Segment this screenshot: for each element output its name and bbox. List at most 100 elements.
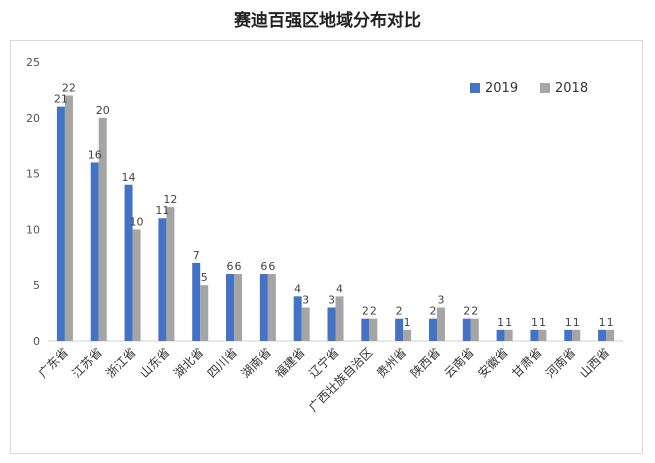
data-label-2018: 3: [302, 294, 309, 307]
x-tick-label: 甘肃省: [509, 345, 544, 380]
bar-2019: [56, 106, 65, 341]
y-tick-label: 0: [33, 335, 40, 348]
bar-2018: [200, 285, 209, 341]
data-label-2019: 21: [54, 93, 68, 106]
x-tick-label: 福建省: [272, 345, 308, 381]
bar-2019: [259, 274, 268, 341]
bar-2019: [598, 329, 607, 341]
data-label-2019: 2: [362, 305, 369, 318]
x-tick-label: 陕西省: [407, 345, 443, 381]
bar-2019: [158, 218, 167, 341]
data-label-2019: 2: [429, 305, 436, 318]
data-label-2018: 1: [505, 316, 512, 329]
data-label-2018: 20: [96, 104, 110, 117]
legend-label-2019: 2019: [485, 81, 518, 96]
legend-swatch-2018: [540, 83, 550, 93]
data-label-2018: 6: [235, 260, 242, 273]
y-tick-label: 5: [33, 279, 40, 292]
bar-2018: [166, 207, 175, 341]
bar-2019: [361, 318, 370, 341]
bar-2019: [395, 318, 404, 341]
data-label-2019: 14: [122, 171, 136, 184]
x-tick-label: 浙江省: [103, 345, 138, 380]
bar-2018: [470, 318, 479, 341]
chart-title: 赛迪百强区地域分布对比: [234, 11, 421, 31]
x-tick-label: 贵州省: [374, 345, 409, 380]
y-tick-label: 15: [26, 168, 40, 181]
data-label-2019: 1: [497, 316, 504, 329]
data-label-2019: 7: [193, 249, 200, 262]
bar-2019: [428, 318, 437, 341]
data-label-2019: 4: [294, 282, 301, 295]
data-label-2019: 16: [88, 148, 102, 161]
data-label-2018: 22: [62, 81, 76, 94]
y-tick-label: 25: [26, 56, 40, 69]
x-tick-label: 湖北省: [170, 345, 206, 381]
bar-2019: [226, 274, 235, 341]
bar-2018: [369, 318, 378, 341]
data-label-2018: 5: [201, 271, 208, 284]
bar-2018: [335, 296, 344, 341]
data-label-2018: 2: [370, 305, 377, 318]
x-tick-label: 山西省: [577, 345, 612, 380]
bar-2018: [64, 95, 73, 341]
data-label-2019: 1: [599, 316, 606, 329]
bar-2018: [301, 307, 310, 341]
legend: 2019 2018: [470, 81, 588, 96]
bar-2018: [504, 329, 513, 341]
data-label-2019: 2: [396, 305, 403, 318]
x-tick-label: 湖南省: [238, 345, 274, 381]
data-label-2018: 12: [163, 193, 177, 206]
x-tick-label: 云南省: [441, 345, 477, 381]
data-label-2018: 10: [130, 215, 144, 228]
bar-2019: [293, 296, 302, 341]
legend-label-2018: 2018: [555, 81, 588, 96]
bar-2019: [90, 162, 99, 341]
bar-2019: [462, 318, 471, 341]
x-tick-label: 广东省: [36, 345, 71, 380]
data-label-2018: 4: [336, 282, 343, 295]
bar-2019: [530, 329, 539, 341]
legend-swatch-2019: [470, 83, 480, 93]
data-label-2019: 6: [260, 260, 267, 273]
data-label-2018: 1: [573, 316, 580, 329]
y-tick-label: 20: [26, 112, 40, 125]
bar-2019: [496, 329, 505, 341]
bar-2018: [538, 329, 547, 341]
plot-frame: [10, 40, 643, 454]
data-label-2019: 2: [463, 305, 470, 318]
data-label-2018: 1: [607, 316, 614, 329]
bar-2019: [564, 329, 573, 341]
data-label-2018: 6: [268, 260, 275, 273]
bar-2019: [124, 184, 133, 341]
x-tick-label: 山东省: [137, 345, 172, 380]
bar-2018: [403, 329, 412, 341]
bar-2018: [132, 229, 141, 341]
data-label-2019: 1: [531, 316, 538, 329]
data-label-2018: 1: [539, 316, 546, 329]
x-tick-label: 四川省: [205, 345, 240, 380]
data-label-2019: 3: [328, 294, 335, 307]
data-label-2019: 11: [155, 204, 169, 217]
bar-2018: [572, 329, 581, 341]
bar-2018: [606, 329, 615, 341]
x-tick-label: 河南省: [542, 345, 578, 381]
bar-2018: [267, 274, 276, 341]
data-label-2019: 6: [227, 260, 234, 273]
y-tick-label: 10: [26, 223, 40, 236]
bar-2018: [98, 117, 107, 341]
data-label-2018: 2: [471, 305, 478, 318]
x-tick-label: 江苏省: [69, 345, 104, 380]
data-label-2018: 1: [404, 316, 411, 329]
bar-2018: [436, 307, 445, 341]
data-label-2018: 3: [437, 294, 444, 307]
data-label-2019: 1: [565, 316, 572, 329]
axes: 0510152025广东省江苏省浙江省山东省湖北省四川省湖南省福建省辽宁省广西壮…: [26, 56, 623, 415]
bars: [56, 95, 615, 341]
x-tick-label: 安徽省: [475, 345, 511, 381]
bar-2019: [192, 262, 201, 341]
bar-2018: [234, 274, 243, 341]
bar-2019: [327, 307, 336, 341]
